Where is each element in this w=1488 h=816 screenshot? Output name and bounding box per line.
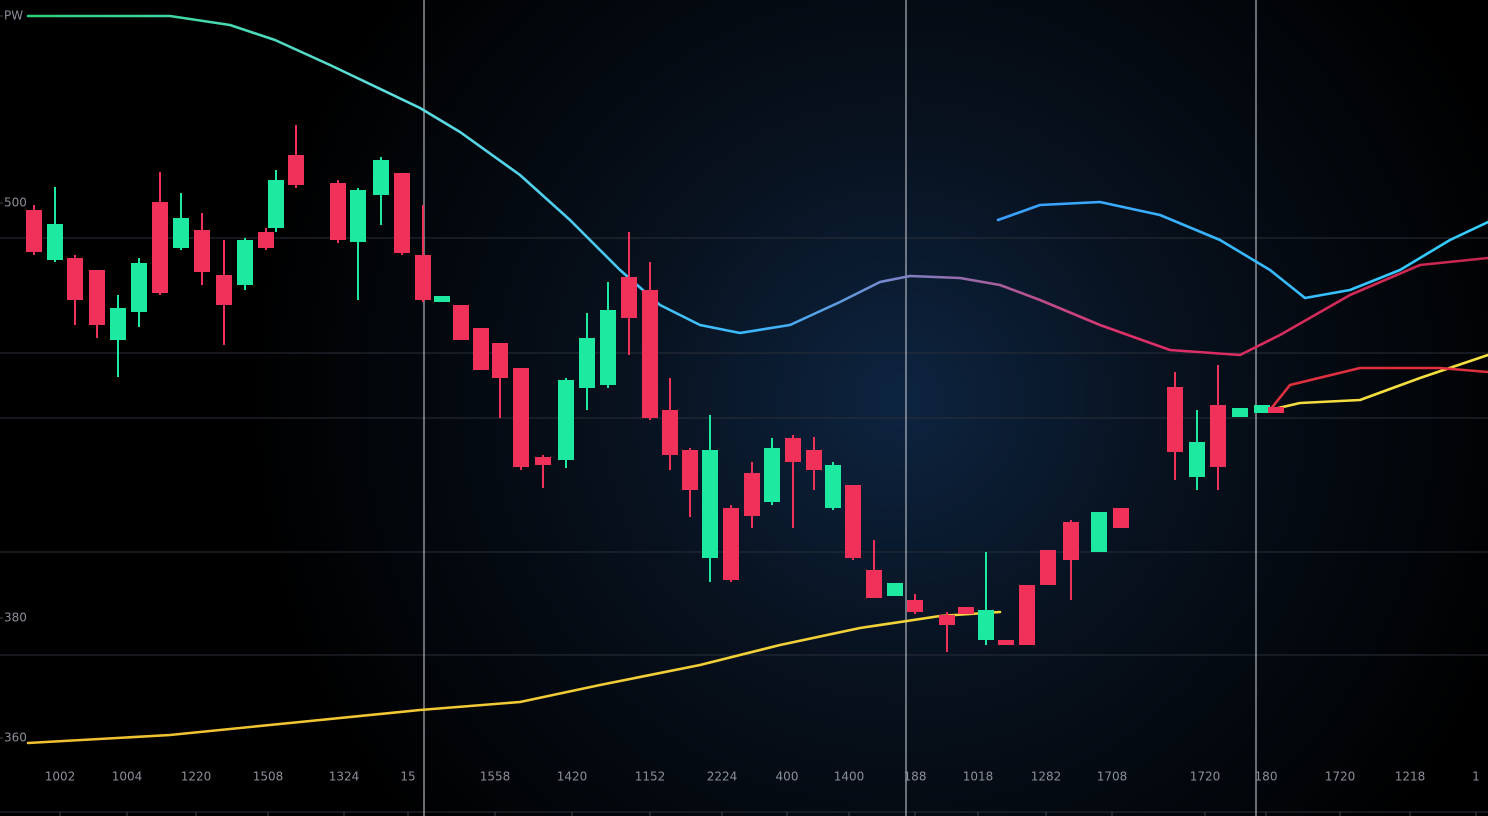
candle-body [1040,550,1056,585]
x-tick-label: 1720 [1325,770,1356,784]
candle-body [662,410,678,455]
x-tick-label: 1324 [329,770,360,784]
candle-body [866,570,882,598]
overlay-line [26,14,1488,357]
candle-body [723,508,739,580]
candle-body [845,485,861,558]
candle-body [415,255,431,300]
candle-body [1189,442,1205,477]
x-tick-label: 1420 [557,770,588,784]
candle-body [1113,508,1129,528]
candle-body [194,230,210,272]
x-tick-label: 15 [400,770,415,784]
candle-body [350,190,366,242]
candle-body [67,258,83,300]
candle-body [373,160,389,195]
candle-body [682,450,698,490]
candle-body [258,232,274,248]
candle-body [1063,522,1079,560]
candle-body [764,448,780,502]
candle-body [237,240,253,285]
x-tick-label: 1002 [45,770,76,784]
x-tick-label: 400 [776,770,799,784]
candle-body [1254,405,1270,413]
x-tick-label: 1218 [1395,770,1426,784]
candle-body [110,308,126,340]
candle-body [288,155,304,185]
x-tick-label: 188 [904,770,927,784]
x-tick-label: 1708 [1097,770,1128,784]
candle-body [958,607,974,614]
candle-body [453,305,469,340]
candle-body [89,270,105,325]
overlay-line [26,353,1488,745]
x-tick-label: 1 [1472,770,1480,784]
overlay-line [996,200,1488,300]
candle-body [702,450,718,558]
candle-body [1167,387,1183,452]
x-tick-label: 1004 [112,770,143,784]
candle-body [535,457,551,465]
candle-body [907,600,923,612]
x-tick-label: 1400 [834,770,865,784]
x-tick-label: 1152 [635,770,666,784]
candle-body [330,183,346,240]
x-tick-label: 1558 [480,770,511,784]
candle-body [600,310,616,385]
candle-body [26,210,42,252]
candle-body [621,277,637,318]
candle-body [1268,407,1284,413]
x-tick-label: 1282 [1031,770,1062,784]
candle-body [173,218,189,248]
candle-body [744,473,760,516]
y-tick-label: 500 [4,196,27,210]
candle-body [939,615,955,625]
candle-body [216,275,232,305]
candle-body [806,450,822,470]
x-tick-label: 1018 [963,770,994,784]
candle-body [1091,512,1107,552]
candle-body [785,438,801,462]
candle-body [1210,405,1226,467]
candle-body [1232,408,1248,417]
x-tick-label: 1720 [1190,770,1221,784]
y-tick-label: 380 [4,611,27,625]
candle-body [558,380,574,460]
x-tick-label: 180 [1255,770,1278,784]
x-tick-label: 1508 [253,770,284,784]
x-tick-label: 1220 [181,770,212,784]
candle-body [642,290,658,418]
x-tick-label: 2224 [707,770,738,784]
candle-body [579,338,595,388]
candle-body [887,583,903,596]
candle-body [492,343,508,378]
candle-body [998,640,1014,645]
candle-body [268,180,284,228]
candle-body [47,224,63,260]
overlay-line [1268,366,1488,412]
candle-body [394,173,410,253]
y-tick-label: PW [4,9,23,23]
y-tick-label: 360 [4,731,27,745]
candle-body [131,263,147,312]
candle-body [152,202,168,293]
candle-body [473,328,489,370]
candle-body [434,296,450,302]
candle-body [978,610,994,640]
candle-body [825,465,841,508]
candle-body [513,368,529,467]
candle-body [1019,585,1035,645]
